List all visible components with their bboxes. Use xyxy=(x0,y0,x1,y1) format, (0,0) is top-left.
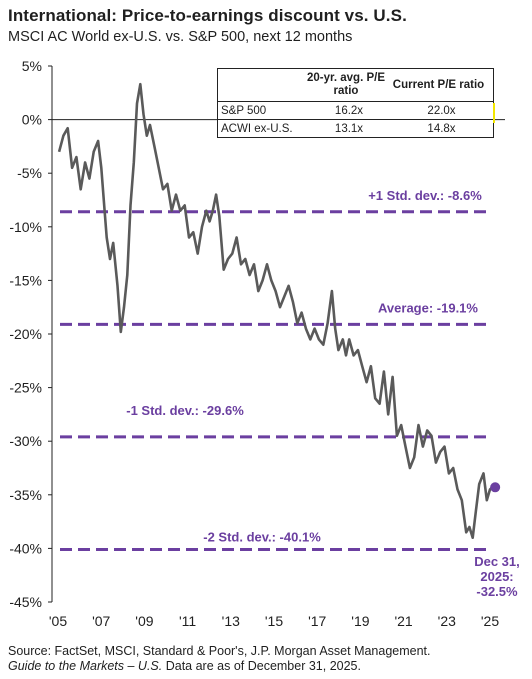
x-tick-label: '05 xyxy=(49,613,67,629)
x-tick-label: '15 xyxy=(265,613,283,629)
y-tick-label: -25% xyxy=(9,380,42,396)
table-header-row: 20-yr. avg. P/E ratio Current P/E ratio xyxy=(218,69,493,101)
series-line xyxy=(57,82,494,539)
table-row: S&P 500 16.2x 22.0x xyxy=(218,101,495,123)
y-tick-label: -10% xyxy=(9,219,42,235)
table-row-avg: 13.1x xyxy=(334,122,364,135)
source-line-2: Guide to the Markets – U.S. Data are as … xyxy=(8,659,431,674)
endpoint-label: Dec 31, xyxy=(474,554,520,569)
x-tick-label: '25 xyxy=(481,613,499,629)
endpoint-marker xyxy=(490,482,501,493)
x-tick-label: '09 xyxy=(135,613,153,629)
y-tick-label: -5% xyxy=(17,165,42,181)
table-row-avg: 16.2x xyxy=(334,104,364,117)
table-row-current: 22.0x xyxy=(394,102,495,123)
y-tick-label: 0% xyxy=(22,112,42,128)
y-tick-label: 5% xyxy=(22,58,42,74)
source-note: Source: FactSet, MSCI, Standard & Poor's… xyxy=(8,644,431,674)
reference-label: +1 Std. dev.: -8.6% xyxy=(368,188,482,203)
y-tick-label: -35% xyxy=(9,487,42,503)
reference-label: -1 Std. dev.: -29.6% xyxy=(126,403,244,418)
x-tick-label: '11 xyxy=(179,613,196,629)
chart-subtitle: MSCI AC World ex-U.S. vs. S&P 500, next … xyxy=(8,29,353,45)
table-row-label: ACWI ex-U.S. xyxy=(221,122,293,135)
reference-label: Average: -19.1% xyxy=(378,300,478,315)
table-header-avg: 20-yr. avg. P/E ratio xyxy=(307,72,385,97)
x-tick-label: '21 xyxy=(394,613,412,629)
y-tick-label: -30% xyxy=(9,433,42,449)
x-tick-label: '13 xyxy=(222,613,240,629)
data-date: Data are as of December 31, 2025. xyxy=(162,659,361,673)
table-row-label: S&P 500 xyxy=(221,104,267,117)
endpoint-label: 2025: xyxy=(480,569,513,584)
y-tick-label: -40% xyxy=(9,540,42,556)
x-tick-label: '17 xyxy=(308,613,326,629)
table-header-current: Current P/E ratio xyxy=(392,78,485,91)
table-row-current: 14.8x xyxy=(427,122,456,135)
reference-label: -2 Std. dev.: -40.1% xyxy=(203,529,321,544)
x-tick-label: '07 xyxy=(92,613,110,629)
y-tick-label: -15% xyxy=(9,272,42,288)
x-tick-label: '19 xyxy=(351,613,369,629)
endpoint-label: -32.5% xyxy=(476,584,518,599)
table-row: ACWI ex-U.S. 13.1x 14.8x xyxy=(218,119,493,137)
source-line-1: Source: FactSet, MSCI, Standard & Poor's… xyxy=(8,644,431,658)
y-tick-label: -45% xyxy=(9,594,42,610)
x-tick-label: '23 xyxy=(438,613,456,629)
guide-title: Guide to the Markets – U.S. xyxy=(8,659,163,673)
chart-title: International: Price-to-earnings discoun… xyxy=(8,6,407,25)
y-tick-label: -20% xyxy=(9,326,42,342)
highlight-marker xyxy=(493,102,495,123)
table-row-current-value: 22.0x xyxy=(427,104,456,117)
pe-ratio-table: 20-yr. avg. P/E ratio Current P/E ratio … xyxy=(217,68,495,138)
